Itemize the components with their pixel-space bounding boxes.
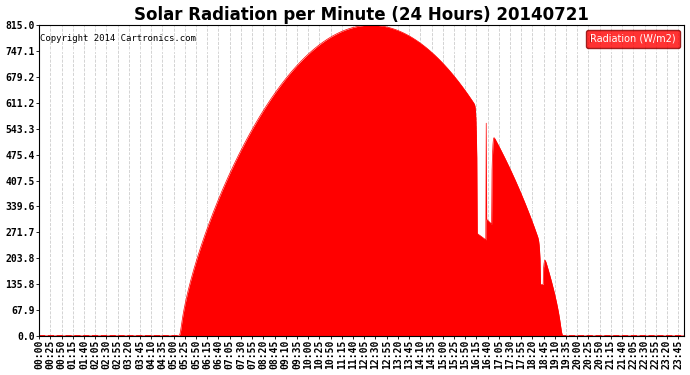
Text: Copyright 2014 Cartronics.com: Copyright 2014 Cartronics.com <box>41 34 196 44</box>
Title: Solar Radiation per Minute (24 Hours) 20140721: Solar Radiation per Minute (24 Hours) 20… <box>135 6 589 24</box>
Legend: Radiation (W/m2): Radiation (W/m2) <box>586 30 680 48</box>
